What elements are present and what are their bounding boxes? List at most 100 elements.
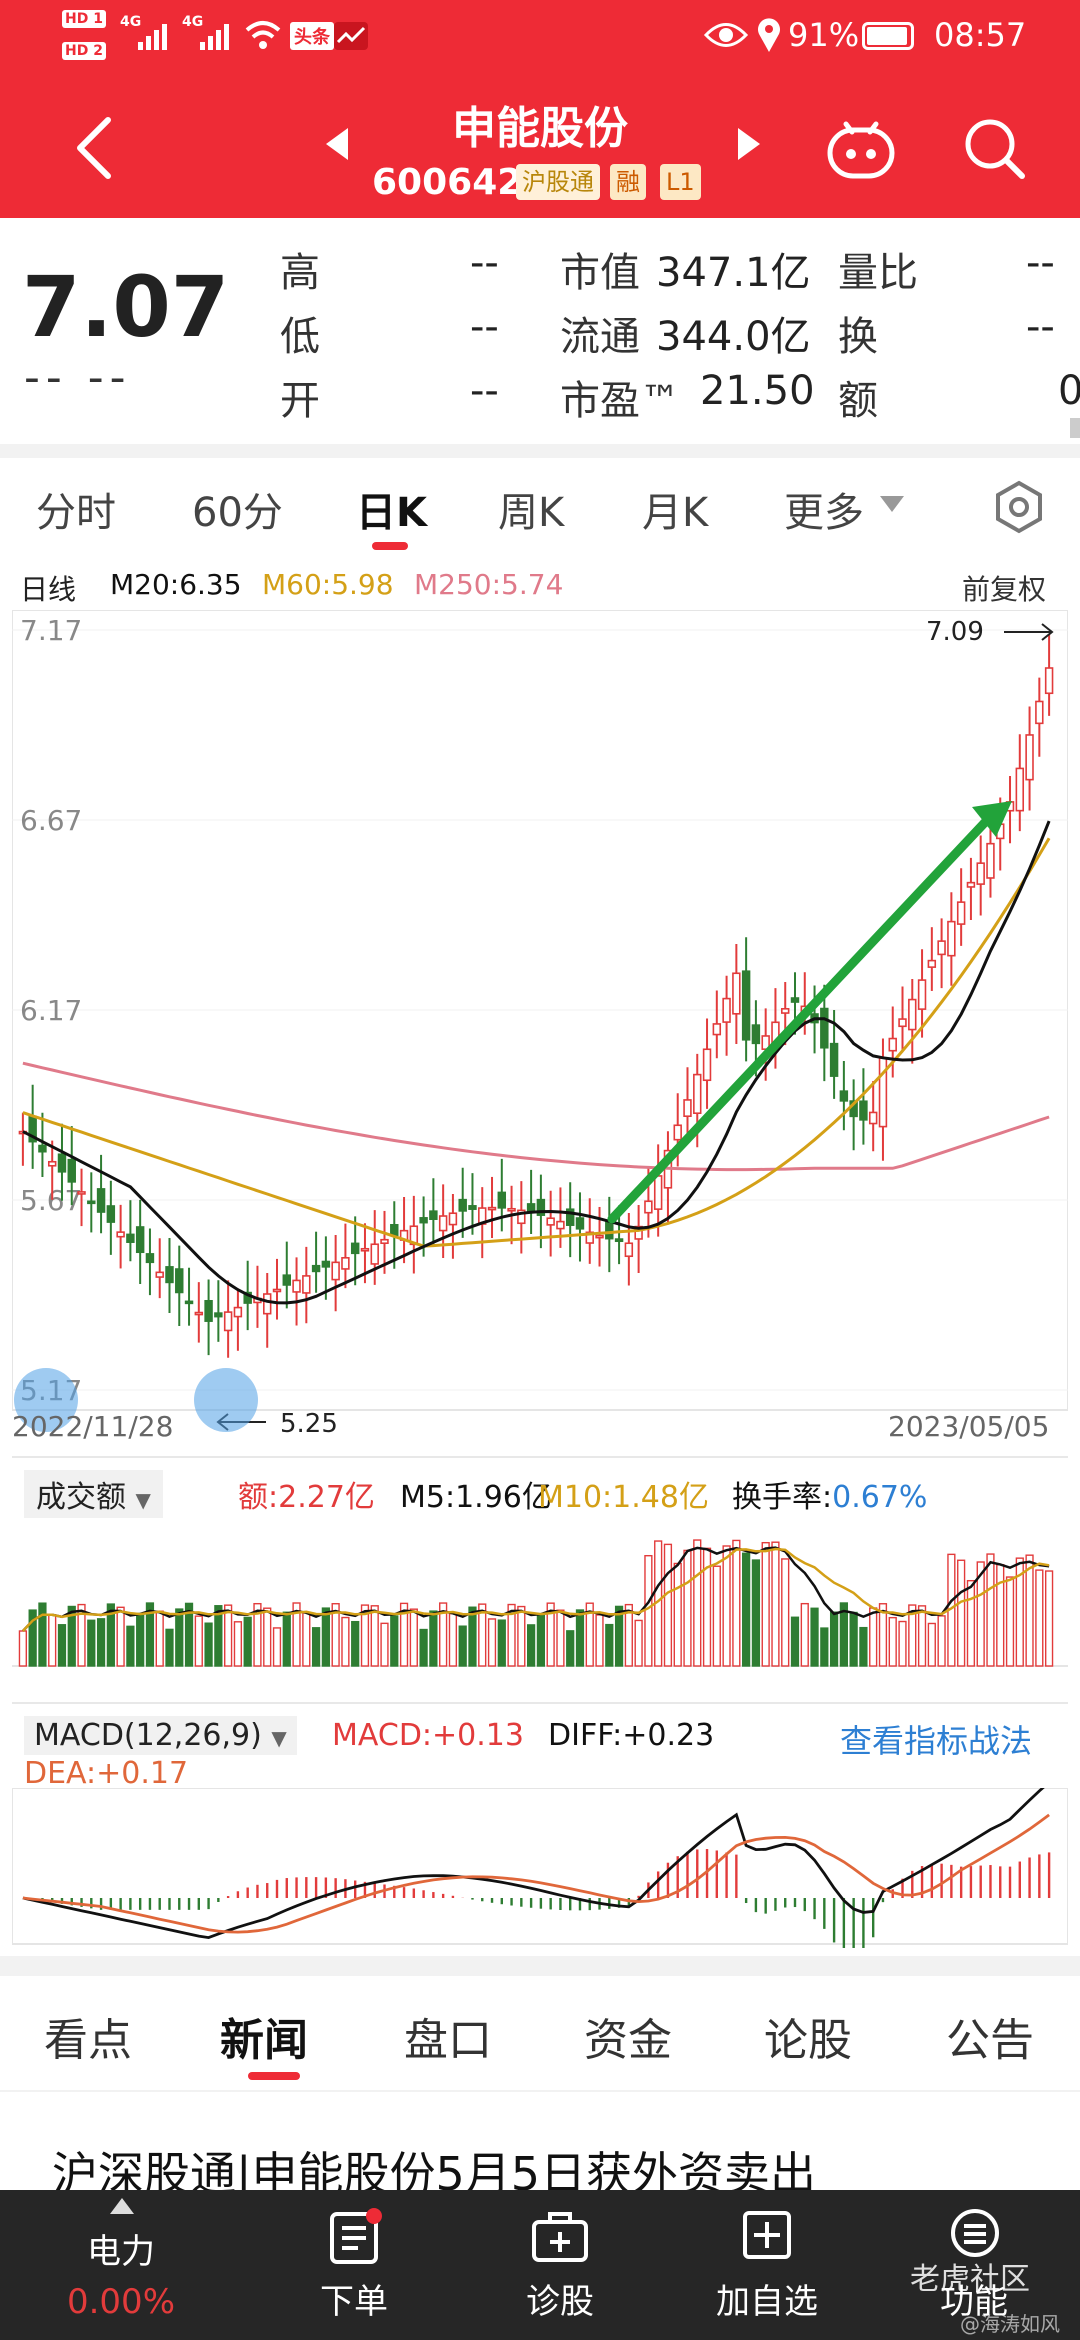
- candle: [243, 1291, 252, 1304]
- volume-bar: [566, 1630, 575, 1667]
- stock-code: 600642: [372, 162, 523, 203]
- volume-bar: [126, 1625, 135, 1667]
- macd-selector[interactable]: MACD(12,26,9) ▼: [24, 1716, 297, 1755]
- volume-bar: [468, 1606, 477, 1667]
- volume-bar: [908, 1604, 917, 1667]
- order-button[interactable]: 下单: [284, 2190, 424, 2340]
- volume-bar: [996, 1564, 1005, 1667]
- tab-daily[interactable]: 日K: [356, 490, 427, 536]
- candle: [947, 920, 956, 957]
- search-icon[interactable]: [962, 116, 1026, 182]
- tab-funds[interactable]: 资金: [584, 2015, 672, 2066]
- kline-chart[interactable]: 7.176.676.175.675.177.095.25: [12, 610, 1068, 1440]
- candle: [87, 1200, 96, 1205]
- volume-bar: [116, 1606, 125, 1667]
- news-headline-item[interactable]: 沪深股通|申能股份5月5日获外资卖出: [0, 2092, 1080, 2201]
- tab-orderbook[interactable]: 盘口: [404, 2015, 492, 2066]
- tab-news[interactable]: 新闻: [220, 2015, 308, 2066]
- candle: [429, 1210, 438, 1221]
- volume-bar: [517, 1605, 526, 1667]
- volume-bar: [96, 1618, 106, 1667]
- tab-monthly[interactable]: 月K: [642, 490, 709, 536]
- volume-bar: [439, 1602, 448, 1667]
- volume-bar: [869, 1607, 878, 1667]
- volume-bar: [253, 1602, 262, 1667]
- next-stock-icon[interactable]: [734, 124, 764, 164]
- volume-bar: [732, 1539, 741, 1667]
- volume-bar: [1015, 1557, 1024, 1667]
- volume-bar: [976, 1561, 985, 1667]
- macd-chart[interactable]: [12, 1788, 1068, 1948]
- turnover-label: 换: [838, 314, 878, 360]
- more-dropdown-icon: [880, 496, 904, 512]
- volume-bar: [448, 1612, 458, 1667]
- volume-bar: [673, 1562, 682, 1667]
- volume-bar: [683, 1549, 692, 1667]
- candle: [458, 1198, 467, 1212]
- candle: [781, 1008, 790, 1014]
- volume-bar: [155, 1610, 164, 1667]
- y-tick-label: 7.17: [20, 614, 82, 647]
- candle: [292, 1279, 301, 1293]
- tab-intraday[interactable]: 分时: [36, 490, 116, 536]
- date-end: 2023/05/05: [888, 1410, 1050, 1443]
- volume-bar: [810, 1607, 819, 1667]
- high-marker-label: 7.09: [926, 617, 984, 647]
- candle: [116, 1231, 125, 1238]
- add-icon: [743, 2211, 791, 2259]
- candle: [741, 970, 751, 1041]
- candle: [751, 1024, 761, 1045]
- tab-discussion[interactable]: 论股: [764, 2015, 852, 2066]
- margin-tag: 融: [610, 164, 646, 200]
- candle: [908, 998, 917, 1031]
- settings-icon[interactable]: [994, 480, 1044, 534]
- volume-bar: [224, 1604, 233, 1667]
- back-icon[interactable]: [72, 116, 116, 180]
- chart-area: 日线 M20:6.35 M60:5.98 M250:5.74 前复权 7.17 6…: [0, 556, 1080, 1956]
- volume-amount: 额:2.27亿: [238, 1480, 375, 1515]
- candle: [263, 1293, 272, 1315]
- tab-60min[interactable]: 60分: [192, 490, 283, 536]
- volume-chart[interactable]: [12, 1516, 1068, 1676]
- volume-selector-label: 成交额: [36, 1480, 126, 1515]
- high-marker-arrow: [1004, 623, 1054, 641]
- robot-assistant-icon[interactable]: [826, 114, 896, 180]
- candle: [419, 1217, 428, 1224]
- tab-announcements[interactable]: 公告: [946, 2015, 1034, 2066]
- candle: [917, 979, 927, 1010]
- volume-ratio-value: --: [1026, 240, 1055, 286]
- candle: [732, 972, 741, 1015]
- candle: [937, 940, 946, 956]
- sector-item[interactable]: 电力 0.00%: [36, 2190, 206, 2340]
- candle: [175, 1268, 184, 1294]
- prev-stock-icon[interactable]: [322, 124, 352, 164]
- eye-icon: [704, 23, 748, 47]
- kline-line-label: 日线: [20, 573, 77, 606]
- tab-highlights[interactable]: 看点: [44, 2015, 132, 2066]
- volume-bar: [800, 1602, 809, 1667]
- candle: [585, 1231, 594, 1244]
- volume-m5: M5:1.96亿: [400, 1480, 552, 1515]
- functions-button[interactable]: 功能: [904, 2190, 1044, 2340]
- diagnose-button[interactable]: 诊股: [490, 2190, 630, 2340]
- turnover-rate: 换手率:0.67%: [732, 1472, 927, 1516]
- volume-bar: [849, 1611, 858, 1667]
- tab-more[interactable]: 更多: [784, 490, 864, 536]
- wifi-icon: [245, 21, 281, 49]
- battery-icon: [862, 22, 914, 50]
- volume-bar: [380, 1622, 389, 1667]
- candle: [673, 1124, 682, 1141]
- touch-indicator: [194, 1368, 258, 1432]
- y-tick-label: 6.17: [20, 994, 82, 1027]
- volume-bar: [282, 1611, 291, 1667]
- candle: [311, 1264, 321, 1273]
- adjust-label[interactable]: 前复权: [962, 573, 1047, 606]
- ma20-label: M20:6.35: [110, 568, 242, 601]
- volume-bar: [957, 1559, 966, 1667]
- add-watchlist-button[interactable]: 加自选: [692, 2190, 842, 2340]
- tab-weekly[interactable]: 周K: [498, 490, 565, 536]
- indicator-tactics-link[interactable]: 查看指标战法: [840, 1722, 1033, 1760]
- chevron-down-icon: ▼: [271, 1726, 287, 1750]
- ma20-line: [22, 820, 1051, 1305]
- volume-selector[interactable]: 成交额 ▼: [24, 1470, 163, 1518]
